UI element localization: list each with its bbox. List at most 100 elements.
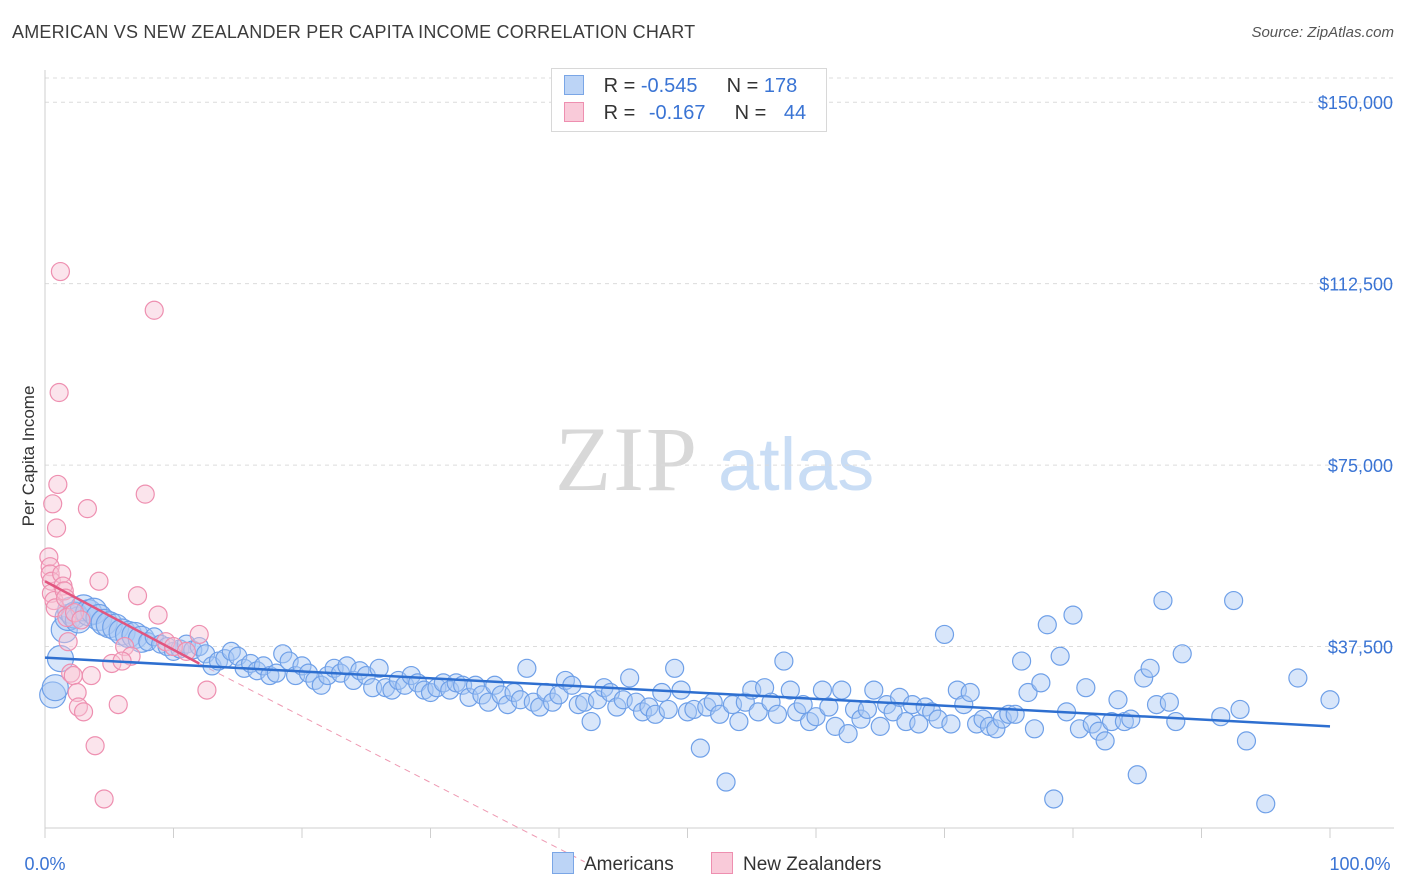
american-point: [1127, 765, 1147, 785]
american-point: [343, 670, 363, 691]
american-point: [472, 685, 492, 705]
american-point: [793, 695, 813, 715]
legend-r-value-new-zealanders: -0.167: [648, 102, 706, 124]
new-zealander-point: [50, 261, 71, 282]
bottom-legend-label-new-zealanders: New Zealanders: [743, 854, 882, 875]
new-zealander-point: [127, 586, 148, 606]
american-point: [710, 704, 730, 724]
american-point: [1224, 590, 1244, 611]
american-point: [665, 658, 685, 678]
american-point: [973, 709, 993, 729]
american-point: [1230, 699, 1250, 720]
new-zealander-point: [61, 663, 81, 683]
american-point: [645, 704, 665, 724]
american-point: [581, 711, 601, 732]
american-point: [607, 697, 627, 717]
new-zealander-point: [85, 736, 105, 756]
american-point: [1166, 711, 1186, 732]
chart-title: AMERICAN VS NEW ZEALANDER PER CAPITA INC…: [12, 22, 696, 42]
american-point: [1121, 709, 1141, 729]
legend-n-value-new-zealanders: 44: [783, 102, 807, 124]
y-tick-label: $75,000: [1328, 456, 1393, 476]
bottom-legend-new-zealanders[interactable]: New Zealanders: [711, 852, 881, 876]
y-tick-label: $37,500: [1328, 638, 1393, 658]
new-zealander-point: [67, 682, 87, 703]
american-point: [941, 714, 961, 734]
american-point: [626, 692, 646, 712]
bottom-swatch-americans: [552, 852, 574, 874]
american-point: [1095, 731, 1115, 751]
watermark-atlas: atlas: [718, 423, 874, 506]
american-point: [1288, 668, 1308, 688]
american-point: [748, 702, 768, 722]
american-point: [1018, 682, 1038, 703]
american-point: [690, 738, 710, 758]
american-point: [832, 680, 852, 700]
american-point: [1134, 668, 1154, 688]
new-zealander-point: [39, 547, 59, 567]
american-point: [1011, 651, 1032, 671]
new-zealander-point: [46, 518, 67, 538]
new-zealander-point: [115, 636, 135, 657]
new-zealander-point: [77, 499, 98, 519]
american-point: [806, 707, 826, 727]
american-point: [652, 682, 672, 703]
legend-row-americans: R = -0.545 N = 178: [564, 75, 797, 99]
american-point: [928, 709, 948, 729]
legend-swatch-americans: [564, 75, 584, 95]
new-zealander-point: [71, 610, 91, 630]
new-zealander-point: [64, 603, 85, 623]
legend-r-value-americans: -0.545: [640, 75, 698, 97]
source-label: Source: ZipAtlas.com: [1251, 24, 1394, 41]
american-point: [658, 699, 678, 720]
american-point: [1050, 646, 1070, 666]
american-point: [787, 702, 807, 722]
american-point: [922, 702, 942, 722]
american-point: [1320, 690, 1340, 710]
bottom-legend-americans[interactable]: Americans: [552, 852, 674, 876]
american-point: [311, 675, 331, 695]
bottom-swatch-new-zealanders: [711, 852, 733, 874]
legend-n-value-americans: 178: [763, 75, 798, 97]
american-point: [1063, 605, 1083, 625]
american-point: [498, 695, 518, 715]
new-zealander-point: [48, 474, 68, 495]
new-zealander-point: [40, 557, 60, 577]
american-point: [780, 680, 800, 700]
american-point: [1153, 590, 1173, 611]
american-point: [273, 644, 293, 664]
legend-r-label: R =: [603, 102, 641, 124]
new-zealander-point: [63, 665, 83, 686]
legend-swatch-new-zealanders: [564, 102, 584, 122]
x-tick-label-max: 100.0%: [1329, 854, 1390, 874]
american-point: [1236, 731, 1257, 751]
american-trend-line: [44, 656, 1331, 728]
american-point: [1256, 794, 1276, 814]
american-point: [838, 724, 858, 744]
american-point: [1069, 719, 1090, 739]
american-point: [620, 668, 640, 688]
legend-r-label: R =: [603, 75, 641, 97]
new-zealander-point: [135, 484, 155, 504]
new-zealander-point: [144, 300, 164, 320]
american-point: [819, 697, 839, 717]
american-point: [1024, 719, 1045, 739]
american-point: [1140, 658, 1160, 678]
american-point: [729, 711, 749, 732]
watermark-zip: ZIP: [555, 408, 699, 510]
american-point: [41, 674, 69, 702]
new-zealander-point: [89, 571, 109, 591]
y-axis-label: Per Capita Income: [19, 386, 38, 527]
new-zealander-point: [148, 605, 168, 625]
american-point: [1159, 692, 1179, 712]
new-zealander-point: [49, 382, 69, 403]
new-zealander-point: [189, 624, 209, 645]
american-point: [542, 692, 563, 712]
correlation-legend: R = -0.545 N = 178 R = -0.167 N = 44: [551, 68, 827, 132]
american-point: [1037, 615, 1057, 635]
new-zealander-trend-line: [44, 580, 200, 665]
american-point: [909, 714, 929, 734]
american-point: [1076, 678, 1096, 698]
new-zealander-point: [108, 695, 128, 715]
